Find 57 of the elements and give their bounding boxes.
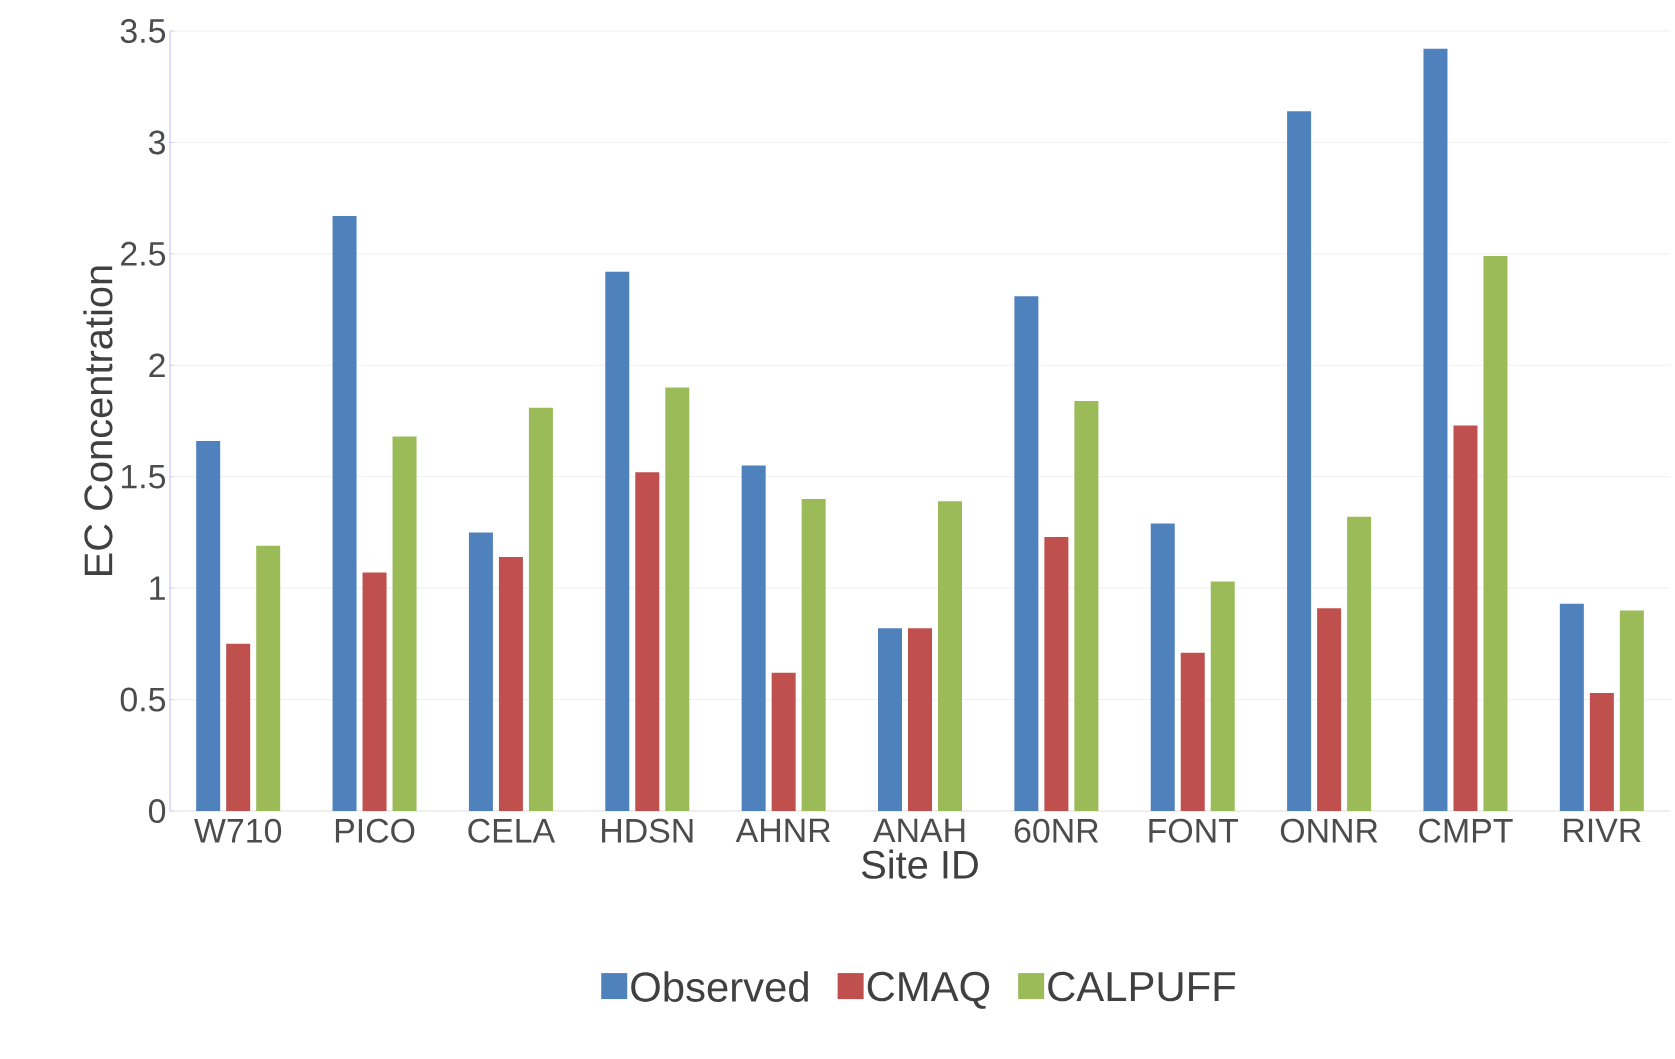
bar: [392, 436, 417, 811]
y-tick-label: 0: [148, 799, 166, 823]
x-axis-title: Site ID: [862, 849, 978, 879]
legend-label: CMAQ: [867, 971, 990, 1009]
bar: [801, 499, 826, 811]
bar: [332, 215, 357, 811]
bar: [1317, 608, 1342, 811]
x-tick-label: ANAH: [873, 818, 965, 843]
bar: [1150, 523, 1175, 811]
y-tick-label: 1.5: [121, 464, 166, 489]
bar: [1483, 256, 1508, 811]
bar: [1347, 516, 1372, 811]
x-tick-label: RIVR: [1564, 818, 1641, 843]
x-tick-label: FONT: [1149, 818, 1239, 843]
bar: [1287, 111, 1312, 811]
x-tick-label: CELA: [468, 818, 556, 843]
bar: [1619, 610, 1644, 811]
legend-label: Observed: [631, 971, 808, 1002]
bar: [771, 672, 796, 811]
legend-label: CALPUFF: [1048, 971, 1236, 1002]
bar: [1014, 296, 1039, 811]
bar: [1074, 400, 1099, 811]
x-tick-label: 60NR: [1014, 818, 1099, 843]
bar: [1180, 652, 1205, 811]
bar: [1423, 48, 1448, 811]
bar: [468, 532, 493, 811]
bar: [1453, 425, 1478, 811]
bar: [878, 628, 903, 811]
y-tick-label: 0.5: [120, 687, 166, 712]
bar: [908, 628, 933, 811]
bar: [256, 545, 281, 811]
x-tick-label: ONNR: [1280, 818, 1378, 843]
y-tick-label: 1: [150, 576, 165, 600]
y-axis-title: EC Concentration: [83, 266, 113, 575]
bar: [635, 472, 660, 811]
y-tick-label: 3: [148, 130, 165, 155]
bar: [528, 407, 553, 811]
bar: [226, 643, 251, 811]
bar: [741, 465, 766, 811]
y-tick-label: 2.5: [121, 241, 166, 266]
bar: [665, 387, 690, 811]
bar: [196, 441, 221, 811]
y-tick-label: 3.5: [120, 18, 166, 43]
bar: [1044, 536, 1069, 811]
bar: [362, 572, 387, 811]
x-tick-label: W710: [194, 818, 282, 843]
y-tick-label: 2: [149, 353, 165, 378]
bar: [605, 271, 630, 811]
bar: [1210, 581, 1235, 811]
bar: [1559, 603, 1584, 811]
x-tick-label: PICO: [335, 818, 415, 843]
x-tick-label: HDSN: [602, 818, 693, 843]
bar: [498, 556, 523, 811]
x-tick-label: AHNR: [735, 818, 831, 843]
bar: [1589, 692, 1614, 811]
bar: [938, 501, 963, 811]
x-tick-label: CMPT: [1419, 818, 1513, 843]
